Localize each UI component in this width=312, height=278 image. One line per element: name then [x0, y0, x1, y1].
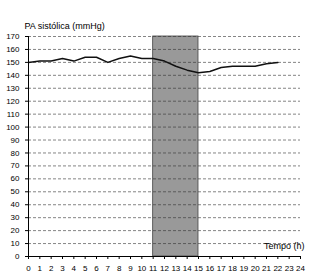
svg-text:160: 160 [6, 45, 20, 54]
svg-text:23: 23 [285, 264, 294, 273]
html-text:E: E [6, 4, 14, 15]
svg-text:0: 0 [26, 264, 31, 273]
svg-text:5: 5 [83, 264, 88, 273]
svg-text:9: 9 [128, 264, 133, 273]
svg-text:Tempo (h): Tempo (h) [264, 241, 305, 251]
svg-text:140: 140 [6, 71, 20, 80]
svg-text:20: 20 [11, 226, 20, 235]
svg-text:130: 130 [6, 84, 20, 93]
svg-text:150: 150 [6, 58, 20, 67]
svg-text:90: 90 [11, 136, 20, 145]
svg-text:7: 7 [106, 264, 111, 273]
svg-text:11: 11 [149, 264, 158, 273]
svg-text:40: 40 [11, 200, 20, 209]
svg-text:3: 3 [60, 264, 65, 273]
svg-text:24: 24 [296, 264, 305, 273]
svg-text:19: 19 [239, 264, 248, 273]
svg-text:22: 22 [273, 264, 282, 273]
svg-text:18: 18 [228, 264, 237, 273]
svg-text:17: 17 [217, 264, 226, 273]
svg-text:10: 10 [137, 264, 146, 273]
svg-text:16: 16 [205, 264, 214, 273]
svg-text:14: 14 [183, 264, 192, 273]
svg-text:0: 0 [15, 252, 20, 261]
svg-text:1: 1 [38, 264, 43, 273]
svg-text:100: 100 [6, 123, 20, 132]
svg-text:30: 30 [11, 213, 20, 222]
svg-text:60: 60 [11, 174, 20, 183]
svg-text:2: 2 [49, 264, 54, 273]
svg-text:10: 10 [11, 239, 20, 248]
svg-text:80: 80 [11, 149, 20, 158]
svg-text:21: 21 [262, 264, 271, 273]
svg-text:13: 13 [171, 264, 180, 273]
svg-text:4: 4 [72, 264, 77, 273]
svg-text:50: 50 [11, 187, 20, 196]
svg-text:20: 20 [251, 264, 260, 273]
svg-text:120: 120 [6, 97, 20, 106]
svg-text:15: 15 [194, 264, 203, 273]
svg-text:8: 8 [117, 264, 122, 273]
svg-text:12: 12 [160, 264, 169, 273]
svg-text:6: 6 [94, 264, 99, 273]
svg-text:170: 170 [6, 32, 20, 41]
svg-text:110: 110 [7, 110, 20, 119]
svg-text:70: 70 [11, 161, 20, 170]
svg-text:PA sistólica (mmHg): PA sistólica (mmHg) [25, 21, 105, 31]
